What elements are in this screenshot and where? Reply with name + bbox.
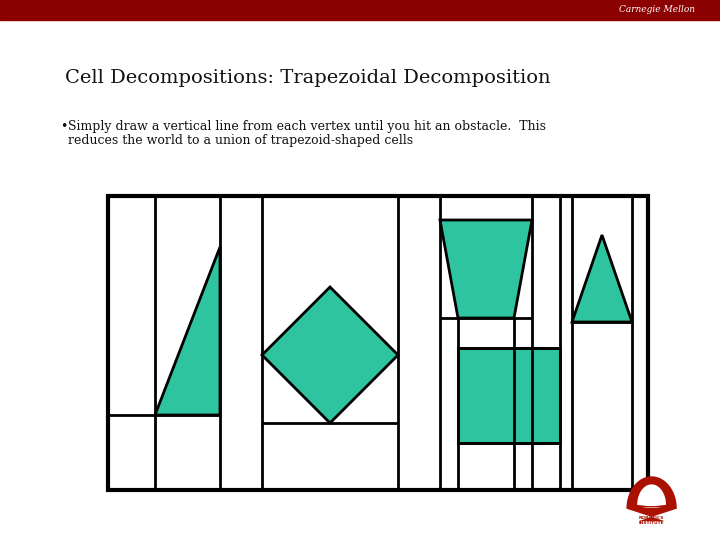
Bar [0, 0, 720, 20]
Text: Cell Decompositions: Trapezoidal Decomposition: Cell Decompositions: Trapezoidal Decompo… [65, 69, 551, 87]
Text: Carnegie Mellon: Carnegie Mellon [619, 5, 695, 15]
Polygon shape [637, 484, 666, 508]
Bar [458, 348, 560, 443]
Polygon shape [155, 247, 220, 415]
Bar [108, 196, 648, 490]
Polygon shape [572, 235, 632, 322]
Text: Simply draw a vertical line from each vertex until you hit an obstacle.  This: Simply draw a vertical line from each ve… [68, 120, 546, 133]
Text: THE
ROBOTICS
INSTITUTE: THE ROBOTICS INSTITUTE [639, 512, 665, 525]
Text: reduces the world to a union of trapezoid-shaped cells: reduces the world to a union of trapezoi… [68, 134, 413, 147]
Polygon shape [262, 287, 398, 423]
Polygon shape [626, 476, 677, 521]
Polygon shape [440, 220, 532, 318]
Text: •: • [60, 120, 68, 133]
